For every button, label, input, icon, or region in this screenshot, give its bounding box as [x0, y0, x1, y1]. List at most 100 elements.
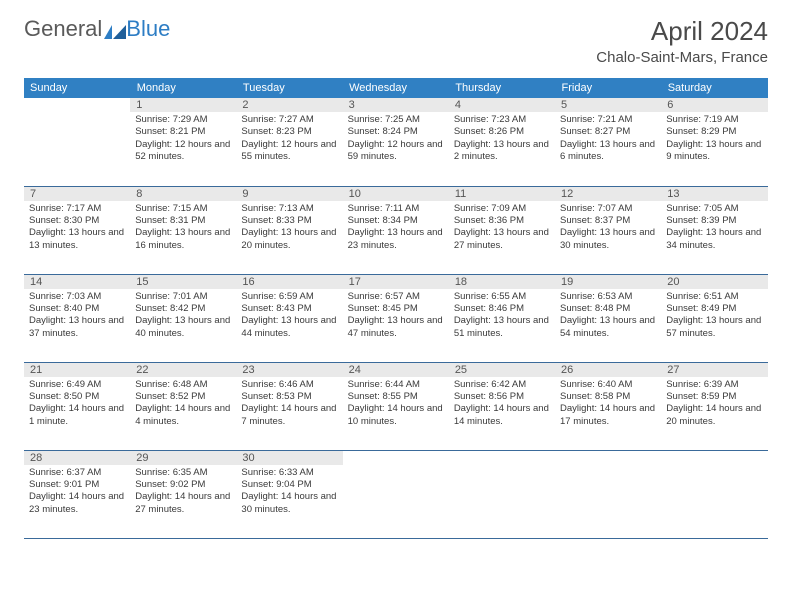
daylight-text: Daylight: 12 hours and 59 minutes.	[348, 139, 444, 164]
day-number: 14	[24, 275, 130, 289]
brand-logo: General Blue	[24, 16, 170, 42]
day-number: 13	[661, 187, 767, 201]
daylight-text: Daylight: 13 hours and 30 minutes.	[560, 227, 656, 252]
day-details: Sunrise: 6:35 AMSunset: 9:02 PMDaylight:…	[130, 465, 236, 518]
calendar-day-cell: 3Sunrise: 7:25 AMSunset: 8:24 PMDaylight…	[343, 98, 449, 186]
calendar-week-row: 28Sunrise: 6:37 AMSunset: 9:01 PMDayligh…	[24, 450, 768, 538]
day-number: 29	[130, 451, 236, 465]
sunset-text: Sunset: 8:36 PM	[454, 215, 550, 227]
day-details: Sunrise: 7:09 AMSunset: 8:36 PMDaylight:…	[449, 201, 555, 254]
sunrise-text: Sunrise: 7:13 AM	[241, 203, 337, 215]
sunset-text: Sunset: 8:33 PM	[241, 215, 337, 227]
day-details: Sunrise: 7:17 AMSunset: 8:30 PMDaylight:…	[24, 201, 130, 254]
day-number: 8	[130, 187, 236, 201]
daylight-text: Daylight: 13 hours and 23 minutes.	[348, 227, 444, 252]
daylight-text: Daylight: 13 hours and 51 minutes.	[454, 315, 550, 340]
calendar-day-cell: 1Sunrise: 7:29 AMSunset: 8:21 PMDaylight…	[130, 98, 236, 186]
day-number: 27	[661, 363, 767, 377]
calendar-day-cell: 30Sunrise: 6:33 AMSunset: 9:04 PMDayligh…	[236, 450, 342, 538]
day-number: 19	[555, 275, 661, 289]
sunrise-text: Sunrise: 7:27 AM	[241, 114, 337, 126]
sunset-text: Sunset: 8:58 PM	[560, 391, 656, 403]
sunrise-text: Sunrise: 7:09 AM	[454, 203, 550, 215]
daylight-text: Daylight: 13 hours and 2 minutes.	[454, 139, 550, 164]
sunrise-text: Sunrise: 6:44 AM	[348, 379, 444, 391]
day-number: 11	[449, 187, 555, 201]
calendar-day-cell: 21Sunrise: 6:49 AMSunset: 8:50 PMDayligh…	[24, 362, 130, 450]
daylight-text: Daylight: 12 hours and 52 minutes.	[135, 139, 231, 164]
calendar-day-cell: 26Sunrise: 6:40 AMSunset: 8:58 PMDayligh…	[555, 362, 661, 450]
sunset-text: Sunset: 9:01 PM	[29, 479, 125, 491]
sunset-text: Sunset: 8:50 PM	[29, 391, 125, 403]
sunrise-text: Sunrise: 7:21 AM	[560, 114, 656, 126]
month-title: April 2024	[596, 16, 768, 47]
sunset-text: Sunset: 8:43 PM	[241, 303, 337, 315]
calendar-day-cell: 5Sunrise: 7:21 AMSunset: 8:27 PMDaylight…	[555, 98, 661, 186]
day-details: Sunrise: 7:13 AMSunset: 8:33 PMDaylight:…	[236, 201, 342, 254]
sunrise-text: Sunrise: 7:29 AM	[135, 114, 231, 126]
sunset-text: Sunset: 8:26 PM	[454, 126, 550, 138]
day-details: Sunrise: 7:07 AMSunset: 8:37 PMDaylight:…	[555, 201, 661, 254]
day-details: Sunrise: 6:37 AMSunset: 9:01 PMDaylight:…	[24, 465, 130, 518]
day-details: Sunrise: 6:53 AMSunset: 8:48 PMDaylight:…	[555, 289, 661, 342]
sunrise-text: Sunrise: 7:01 AM	[135, 291, 231, 303]
sunset-text: Sunset: 8:49 PM	[666, 303, 762, 315]
day-details: Sunrise: 7:29 AMSunset: 8:21 PMDaylight:…	[130, 112, 236, 165]
calendar-day-cell: .	[555, 450, 661, 538]
day-details: Sunrise: 6:59 AMSunset: 8:43 PMDaylight:…	[236, 289, 342, 342]
day-details: Sunrise: 7:25 AMSunset: 8:24 PMDaylight:…	[343, 112, 449, 165]
calendar-day-cell: 10Sunrise: 7:11 AMSunset: 8:34 PMDayligh…	[343, 186, 449, 274]
calendar-day-cell: 23Sunrise: 6:46 AMSunset: 8:53 PMDayligh…	[236, 362, 342, 450]
sunset-text: Sunset: 8:48 PM	[560, 303, 656, 315]
daylight-text: Daylight: 13 hours and 44 minutes.	[241, 315, 337, 340]
day-number: 12	[555, 187, 661, 201]
sunset-text: Sunset: 8:30 PM	[29, 215, 125, 227]
day-details: Sunrise: 6:46 AMSunset: 8:53 PMDaylight:…	[236, 377, 342, 430]
daylight-text: Daylight: 13 hours and 54 minutes.	[560, 315, 656, 340]
daylight-text: Daylight: 13 hours and 57 minutes.	[666, 315, 762, 340]
calendar-week-row: .1Sunrise: 7:29 AMSunset: 8:21 PMDayligh…	[24, 98, 768, 186]
calendar-day-cell: 8Sunrise: 7:15 AMSunset: 8:31 PMDaylight…	[130, 186, 236, 274]
title-block: April 2024 Chalo-Saint-Mars, France	[596, 16, 768, 66]
sunset-text: Sunset: 8:55 PM	[348, 391, 444, 403]
calendar-week-row: 7Sunrise: 7:17 AMSunset: 8:30 PMDaylight…	[24, 186, 768, 274]
day-details: Sunrise: 7:21 AMSunset: 8:27 PMDaylight:…	[555, 112, 661, 165]
calendar-table: SundayMondayTuesdayWednesdayThursdayFrid…	[24, 78, 768, 539]
day-number: 2	[236, 98, 342, 112]
calendar-week-row: 21Sunrise: 6:49 AMSunset: 8:50 PMDayligh…	[24, 362, 768, 450]
sunrise-text: Sunrise: 7:07 AM	[560, 203, 656, 215]
calendar-day-cell: 29Sunrise: 6:35 AMSunset: 9:02 PMDayligh…	[130, 450, 236, 538]
daylight-text: Daylight: 14 hours and 4 minutes.	[135, 403, 231, 428]
daylight-text: Daylight: 13 hours and 9 minutes.	[666, 139, 762, 164]
day-number: 24	[343, 363, 449, 377]
day-number: 22	[130, 363, 236, 377]
sunrise-text: Sunrise: 6:42 AM	[454, 379, 550, 391]
weekday-header: Saturday	[661, 78, 767, 98]
weekday-header: Monday	[130, 78, 236, 98]
day-details: Sunrise: 6:48 AMSunset: 8:52 PMDaylight:…	[130, 377, 236, 430]
day-details: Sunrise: 7:03 AMSunset: 8:40 PMDaylight:…	[24, 289, 130, 342]
calendar-day-cell: 16Sunrise: 6:59 AMSunset: 8:43 PMDayligh…	[236, 274, 342, 362]
calendar-day-cell: 27Sunrise: 6:39 AMSunset: 8:59 PMDayligh…	[661, 362, 767, 450]
weekday-header: Friday	[555, 78, 661, 98]
sunset-text: Sunset: 8:53 PM	[241, 391, 337, 403]
sunrise-text: Sunrise: 6:40 AM	[560, 379, 656, 391]
day-details: Sunrise: 6:44 AMSunset: 8:55 PMDaylight:…	[343, 377, 449, 430]
day-details: Sunrise: 6:51 AMSunset: 8:49 PMDaylight:…	[661, 289, 767, 342]
calendar-header-row: SundayMondayTuesdayWednesdayThursdayFrid…	[24, 78, 768, 98]
sunset-text: Sunset: 8:40 PM	[29, 303, 125, 315]
calendar-day-cell: .	[449, 450, 555, 538]
sunrise-text: Sunrise: 6:48 AM	[135, 379, 231, 391]
calendar-body: . 1Sunrise: 7:29 AMSunset: 8:21 PMDayligh…	[24, 98, 768, 538]
calendar-day-cell: 19Sunrise: 6:53 AMSunset: 8:48 PMDayligh…	[555, 274, 661, 362]
daylight-text: Daylight: 14 hours and 10 minutes.	[348, 403, 444, 428]
calendar-day-cell: .	[343, 450, 449, 538]
sunset-text: Sunset: 9:04 PM	[241, 479, 337, 491]
day-number: 16	[236, 275, 342, 289]
calendar-day-cell: 20Sunrise: 6:51 AMSunset: 8:49 PMDayligh…	[661, 274, 767, 362]
brand-part2: Blue	[126, 16, 170, 42]
daylight-text: Daylight: 13 hours and 16 minutes.	[135, 227, 231, 252]
daylight-text: Daylight: 13 hours and 13 minutes.	[29, 227, 125, 252]
daylight-text: Daylight: 13 hours and 34 minutes.	[666, 227, 762, 252]
calendar-day-cell: 11Sunrise: 7:09 AMSunset: 8:36 PMDayligh…	[449, 186, 555, 274]
